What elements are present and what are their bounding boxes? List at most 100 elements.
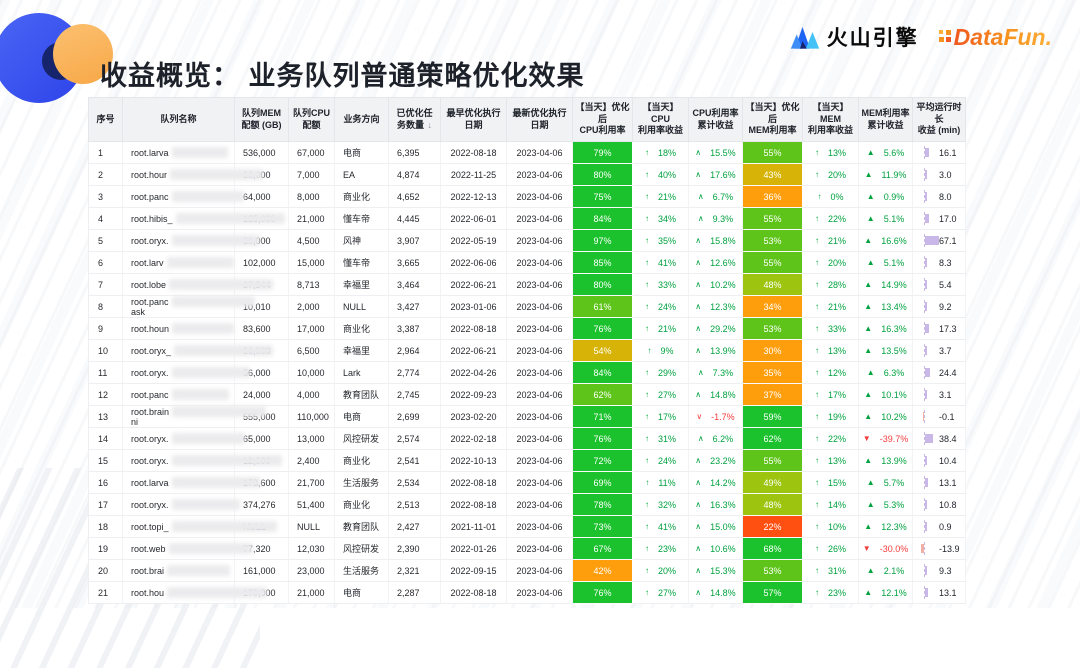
cell-index: 13 xyxy=(88,405,123,429)
cell-cpu-gain-value: 17% xyxy=(657,411,676,422)
column-header-mem_util[interactable]: 【当天】优化后 MEM利用率 xyxy=(742,96,803,143)
cell-cpu-gain: ↑ 34% xyxy=(632,207,689,231)
column-header-label: 【当天】优化后 MEM利用率 xyxy=(745,102,800,136)
cell-task-count: 2,699 xyxy=(388,405,441,429)
cell-cpu-cumulative-gain-value: 14.2% xyxy=(710,477,736,488)
cell-task-count: 2,427 xyxy=(388,515,441,539)
table-row: 12 root.panc 24,000 4,000 教育团队 2,745 2022-09-2… xyxy=(88,383,966,407)
cell-queue-name: root.topi_ xyxy=(122,515,277,539)
cell-cpu-utilization: 80% xyxy=(572,273,633,297)
column-header-business[interactable]: 业务方向 xyxy=(334,96,389,143)
triangle-up-icon: ▲ xyxy=(866,367,875,377)
caret-up-icon: ∧ xyxy=(695,147,702,157)
column-header-mem_gain[interactable]: 【当天】MEM 利用率收益 xyxy=(802,96,859,143)
arrow-up-icon: ↑ xyxy=(814,279,819,289)
volcano-engine-wordmark: 火山引擎 xyxy=(826,27,919,50)
cell-cpu-quota: 21,700 xyxy=(288,471,335,495)
queue-name-text: root.oryx. xyxy=(131,235,169,246)
cell-mem-gain: ↑ 22% xyxy=(802,427,859,451)
cell-last-optimize-date: 2023-04-06 xyxy=(506,449,573,473)
cell-mem-gain-value: 26% xyxy=(827,543,846,554)
cell-cpu-cumulative-gain-value: 15.3% xyxy=(710,565,736,576)
cell-mem-gain-value: 21% xyxy=(827,301,846,312)
table-row: 14 root.oryx. 65,000 13,000 风控研发 2,574 2022-02… xyxy=(88,427,966,451)
triangle-down-icon: ▼ xyxy=(862,543,871,553)
cell-cpu-utilization: 42% xyxy=(572,559,633,583)
cell-mem-gain: ↑ 20% xyxy=(802,251,859,275)
column-header-first_date[interactable]: 最早优化执行 日期 xyxy=(440,96,507,143)
column-header-no[interactable]: 序号 xyxy=(88,96,123,143)
table-row: 3 root.panc 64,000 8,000 商业化 4,652 2022-12-13 2… xyxy=(88,185,966,209)
caret-up-icon: ∧ xyxy=(695,587,702,597)
cell-index: 21 xyxy=(88,581,123,605)
cell-last-optimize-date: 2023-04-06 xyxy=(506,427,573,451)
cell-mem-gain-value: 20% xyxy=(827,169,846,180)
cell-last-optimize-date: 2023-04-06 xyxy=(506,361,573,385)
cell-queue-name: root.oryx_ xyxy=(122,339,274,363)
column-header-last_date[interactable]: 最新优化执行 日期 xyxy=(506,96,573,143)
cell-mem-cumulative-gain-value: 12.1% xyxy=(881,587,907,598)
column-header-time_gain[interactable]: 平均运行时长 收益 (min) xyxy=(912,96,966,143)
cell-mem-gain: ↑ 14% xyxy=(802,493,859,517)
cell-index: 15 xyxy=(88,449,123,473)
sort-desc-icon[interactable]: ↓ xyxy=(425,119,433,130)
cell-mem-cumulative-gain-value: 0.9% xyxy=(883,191,905,202)
arrow-up-icon: ↑ xyxy=(814,477,819,487)
cell-task-count: 6,395 xyxy=(388,141,441,165)
cell-mem-utilization: 35% xyxy=(742,361,803,385)
column-header-cpu_cum[interactable]: CPU利用率 累计收益 xyxy=(688,96,743,143)
cell-task-count: 2,774 xyxy=(388,361,441,385)
cell-mem-gain-value: 21% xyxy=(827,235,846,246)
cell-business: NULL xyxy=(334,295,389,319)
cell-cpu-cumulative-gain-value: 14.8% xyxy=(710,389,736,400)
cell-mem-gain: ↑ 10% xyxy=(802,515,859,539)
column-header-task_count[interactable]: 已优化任 务数量 ↓ xyxy=(388,96,441,143)
column-header-cpu_util[interactable]: 【当天】优化后 CPU利用率 xyxy=(572,96,633,143)
column-header-mem_quota[interactable]: 队列MEM 配额 (GB) xyxy=(234,96,289,143)
cell-cpu-cumulative-gain-value: 10.6% xyxy=(710,543,736,554)
arrow-up-icon: ↑ xyxy=(644,433,649,443)
datafun-logo: DataFun. xyxy=(938,24,1052,51)
cell-mem-cumulative-gain-value: 11.9% xyxy=(881,169,907,180)
arrow-up-icon: ↑ xyxy=(814,323,819,333)
cell-mem-cumulative-gain-value: 16.3% xyxy=(881,323,907,334)
column-header-cpu_gain[interactable]: 【当天】CPU 利用率收益 xyxy=(632,96,689,143)
cell-cpu-gain: ↑ 40% xyxy=(632,163,689,187)
cell-mem-utilization: 55% xyxy=(742,141,803,165)
cell-cpu-utilization: 54% xyxy=(572,339,633,363)
cell-task-count: 2,287 xyxy=(388,581,441,605)
cell-business: 商业化 xyxy=(334,449,389,473)
arrow-up-icon: ↑ xyxy=(645,477,650,487)
column-header-mem_cum[interactable]: MEM利用率 累计收益 xyxy=(858,96,913,143)
redacted-name-blur xyxy=(167,565,231,577)
cell-cpu-cumulative-gain: ∧ 13.9% xyxy=(688,339,743,363)
cell-mem-gain: ↑ 21% xyxy=(802,229,859,253)
runtime-gain-value: 38.4 xyxy=(939,433,957,444)
arrow-up-icon: ↑ xyxy=(644,213,649,223)
decoration-navy-circle xyxy=(42,42,80,80)
runtime-gain-mini-bar xyxy=(917,388,939,402)
queue-name-text: root.oryx. xyxy=(131,367,169,378)
column-header-queue_name[interactable]: 队列名称 xyxy=(122,96,235,143)
triangle-up-icon: ▲ xyxy=(864,323,873,333)
cell-cpu-gain-value: 32% xyxy=(657,499,676,510)
table-row: 11 root.oryx. 56,000 10,000 Lark 2,774 2022-04… xyxy=(88,361,966,385)
cell-mem-gain-value: 22% xyxy=(827,433,846,444)
cell-mem-utilization: 53% xyxy=(742,559,803,583)
arrow-up-icon: ↑ xyxy=(644,499,649,509)
cell-mem-gain-value: 15% xyxy=(827,477,846,488)
triangle-up-icon: ▲ xyxy=(866,191,875,201)
column-header-label: 平均运行时长 收益 (min) xyxy=(916,102,962,136)
cell-runtime-gain: 0.9 xyxy=(912,515,966,539)
cell-mem-quota: 102,000 xyxy=(234,251,289,275)
cell-mem-utilization: 62% xyxy=(742,427,803,451)
cell-index: 7 xyxy=(88,273,123,297)
runtime-gain-value: 67.1 xyxy=(939,235,957,246)
cell-mem-gain-value: 13% xyxy=(827,147,846,158)
column-header-cpu_quota[interactable]: 队列CPU 配额 xyxy=(288,96,335,143)
arrow-up-icon: ↑ xyxy=(814,565,819,575)
cell-queue-name: root.oryx. xyxy=(122,427,245,451)
cell-cpu-cumulative-gain-value: 12.6% xyxy=(710,257,736,268)
queue-name-text: root.hour xyxy=(131,169,168,180)
cell-mem-cumulative-gain: ▲ 5.3% xyxy=(858,493,913,517)
